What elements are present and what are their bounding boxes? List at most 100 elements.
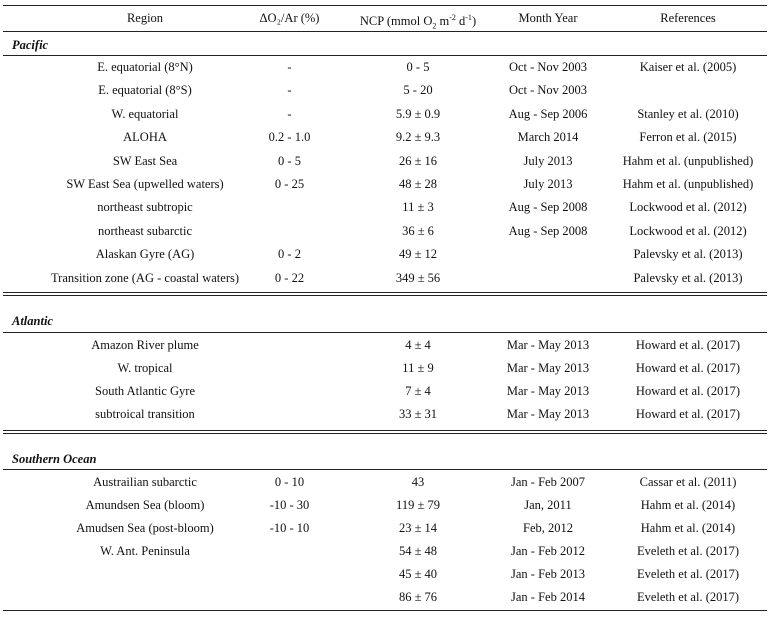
cell-reference: Lockwood et al. (2012) (629, 200, 747, 215)
cell-region: northeast subarctic (97, 223, 193, 238)
cell-reference: Howard et al. (2017) (635, 361, 741, 375)
cell-ncp: 86 ± 76 (398, 590, 438, 604)
header-ncp: NCP (mmol O2 m-2 d-1) (359, 13, 477, 31)
table-row: 86 ± 76 Jan - Feb 2014 Eveleth et al. (201… (0, 586, 771, 609)
section-title-pacific: Pacific (12, 38, 49, 52)
cell-month-year: Oct - Nov 2003 (508, 83, 588, 98)
section-title-southern-ocean: Southern Ocean (12, 452, 97, 466)
cell-region: northeast subtropic (97, 200, 193, 215)
section-rule-pacific (3, 55, 767, 56)
table-row: ALOHA 0.2 - 1.0 9.2 ± 9.3 March 2014 Ferron … (0, 126, 771, 149)
cell-ncp: 36 ± 6 (402, 223, 434, 238)
cell-month-year: Jan, 2011 (524, 498, 572, 512)
cell-do2ar: - (287, 83, 292, 98)
header-month-year: Month Year (518, 11, 578, 25)
cell-reference: Howard et al. (2017) (635, 407, 741, 421)
cell-month-year: Jan - Feb 2012 (511, 544, 585, 558)
cell-do2ar: 0 - 22 (274, 270, 305, 285)
cell-do2ar (237, 380, 342, 403)
header-region: Region (126, 11, 164, 25)
cell-region: Alaskan Gyre (AG) (95, 247, 195, 262)
cell-do2ar (237, 220, 342, 243)
cell-ncp: 33 ± 31 (398, 407, 438, 421)
table-row: 45 ± 40 Jan - Feb 2013 Eveleth et al. (201… (0, 563, 771, 586)
cell-do2ar: 0.2 - 1.0 (268, 130, 311, 145)
cell-do2ar (237, 586, 342, 609)
cell-reference: Hahm et al. (2014) (640, 521, 736, 535)
cell-do2ar: 0 - 25 (274, 177, 305, 191)
cell-reference: Palevsky et al. (2013) (633, 270, 743, 285)
cell-region: E. equatorial (8°N) (97, 60, 193, 74)
cell-do2ar: 0 - 10 (274, 475, 305, 489)
cell-reference: Palevsky et al. (2013) (633, 247, 743, 262)
table-bottom-rule (3, 610, 767, 611)
cell-month-year: Oct - Nov 2003 (508, 60, 588, 74)
cell-ncp: 5.9 ± 0.9 (395, 106, 441, 121)
table-row: Amazon River plume 4 ± 4 Mar - May 2013 How… (0, 334, 771, 357)
cell-reference: Lockwood et al. (2012) (629, 223, 747, 238)
cell-month-year: March 2014 (517, 130, 579, 145)
cell-month-year (488, 267, 608, 290)
table-row: South Atlantic Gyre 7 ± 4 Mar - May 2013 Ho… (0, 380, 771, 403)
section-end-rule-pacific (3, 292, 767, 293)
section-divider-atlantic (3, 295, 767, 296)
cell-reference: Kaiser et al. (2005) (639, 60, 737, 74)
table-row: subtroical transition 33 ± 31 Mar - May 20… (0, 403, 771, 426)
table-row: W. Ant. Peninsula 54 ± 48 Jan - Feb 2012 Ev… (0, 540, 771, 563)
cell-do2ar: - (287, 106, 292, 121)
cell-ncp: 4 ± 4 (405, 338, 431, 352)
cell-ncp: 11 ± 3 (402, 200, 434, 215)
cell-ncp: 43 (411, 475, 425, 489)
cell-month-year: Jan - Feb 2014 (511, 590, 585, 604)
cell-do2ar: -10 - 30 (269, 498, 310, 512)
cell-do2ar: 0 - 2 (278, 247, 301, 262)
cell-month-year: Mar - May 2013 (506, 338, 590, 352)
table-row: Amundsen Sea (bloom) -10 - 30 119 ± 79 Jan,… (0, 494, 771, 517)
table-row: northeast subarctic 36 ± 6 Aug - Sep 2008 L… (0, 220, 771, 243)
cell-do2ar (237, 334, 342, 357)
table-row: Alaskan Gyre (AG) 0 - 2 49 ± 12 Palevsky et… (0, 243, 771, 266)
cell-do2ar (237, 403, 342, 426)
section-rule-atlantic (3, 332, 767, 333)
cell-do2ar: 0 - 5 (278, 153, 301, 168)
table-row: northeast subtropic 11 ± 3 Aug - Sep 2008 L… (0, 196, 771, 219)
cell-do2ar (237, 196, 342, 219)
cell-do2ar: -10 - 10 (269, 521, 310, 535)
cell-ncp: 49 ± 12 (398, 247, 438, 262)
cell-ncp: 45 ± 40 (398, 567, 438, 581)
cell-reference: Hahm et al. (unpublished) (622, 153, 754, 168)
cell-ncp: 7 ± 4 (405, 384, 431, 398)
cell-reference: Eveleth et al. (2017) (636, 567, 740, 581)
table-row: W. tropical 11 ± 9 Mar - May 2013 Howard et… (0, 357, 771, 380)
cell-do2ar (237, 563, 342, 586)
cell-region: Amudsen Sea (post-bloom) (76, 521, 214, 535)
cell-region: Austrailian subarctic (93, 475, 197, 489)
cell-reference: Cassar et al. (2011) (639, 475, 737, 489)
cell-region: South Atlantic Gyre (95, 384, 195, 398)
table-header: Region ΔO₂/Ar (%) NCP (mmol O2 m-2 d-1) … (0, 6, 771, 31)
section-divider-southern (3, 433, 767, 434)
table-row: SW East Sea 0 - 5 26 ± 16 July 2013 Hahm et … (0, 150, 771, 173)
cell-reference: Stanley et al. (2010) (637, 106, 739, 121)
header-rule (3, 31, 767, 32)
cell-ncp: 26 ± 16 (398, 153, 438, 168)
section-title-atlantic: Atlantic (12, 314, 53, 328)
cell-reference: Hahm et al. (2014) (640, 498, 736, 512)
cell-region: ALOHA (123, 130, 167, 145)
cell-reference (608, 79, 768, 102)
cell-reference: Howard et al. (2017) (635, 384, 741, 398)
cell-month-year: Jan - Feb 2007 (511, 475, 585, 489)
cell-region: W. tropical (117, 361, 173, 375)
cell-do2ar (237, 357, 342, 380)
cell-month-year: Mar - May 2013 (506, 361, 590, 375)
table-row: SW East Sea (upwelled waters) 0 - 25 48 ± … (0, 173, 771, 196)
cell-region: Amazon River plume (91, 338, 199, 352)
cell-region: SW East Sea (112, 153, 178, 168)
cell-region: Transition zone (AG - coastal waters) (50, 270, 240, 285)
table-top-rule (3, 5, 767, 6)
cell-reference: Ferron et al. (2015) (639, 130, 737, 145)
cell-month-year: Aug - Sep 2008 (508, 223, 588, 238)
cell-ncp: 0 - 5 (406, 60, 430, 74)
section-end-rule-atlantic (3, 430, 767, 431)
